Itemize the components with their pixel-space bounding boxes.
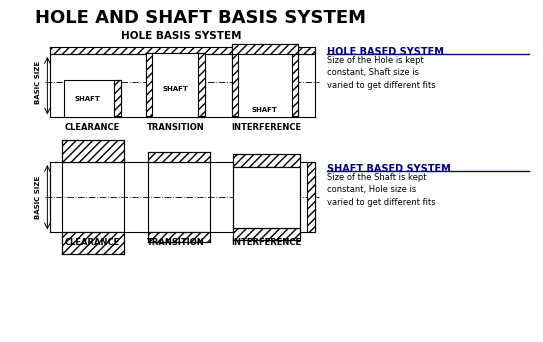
Bar — [231, 44, 298, 117]
Bar — [148, 233, 210, 242]
Bar — [307, 162, 314, 232]
Text: SHAFT: SHAFT — [74, 96, 100, 102]
Bar — [50, 162, 314, 233]
Text: TRANSITION: TRANSITION — [147, 238, 205, 248]
Text: SHAFT: SHAFT — [162, 86, 188, 92]
Bar — [233, 154, 300, 167]
Bar — [231, 44, 238, 116]
Text: Size of the Shaft is kept
constant, Hole size is
varied to get different fits: Size of the Shaft is kept constant, Hole… — [327, 173, 435, 207]
Bar — [64, 80, 121, 117]
Bar — [146, 53, 205, 117]
Text: SHAFT: SHAFT — [252, 106, 278, 113]
Text: INTERFERENCE: INTERFERENCE — [231, 238, 301, 248]
Bar — [62, 233, 124, 254]
Text: Size of the Hole is kept
constant, Shaft size is
varied to get different fits: Size of the Hole is kept constant, Shaft… — [327, 56, 435, 90]
Text: HOLE AND SHAFT BASIS SYSTEM: HOLE AND SHAFT BASIS SYSTEM — [35, 9, 365, 27]
Bar — [50, 47, 314, 54]
Text: CLEARANCE: CLEARANCE — [65, 238, 120, 248]
Bar — [114, 80, 121, 116]
Bar — [198, 53, 205, 116]
Text: TRANSITION: TRANSITION — [147, 123, 205, 132]
Text: HOLE BASIS SYSTEM: HOLE BASIS SYSTEM — [121, 31, 241, 41]
Bar — [233, 167, 300, 227]
Text: INTERFERENCE: INTERFERENCE — [231, 123, 301, 132]
Text: HOLE BASED SYSTEM: HOLE BASED SYSTEM — [327, 47, 444, 57]
Bar — [231, 44, 298, 54]
Bar — [233, 227, 300, 240]
Bar — [292, 44, 298, 116]
Bar — [62, 140, 124, 162]
Bar — [146, 53, 153, 116]
Bar — [148, 152, 210, 162]
Text: BASIC SIZE: BASIC SIZE — [35, 61, 41, 104]
Text: SHAFT BASED SYSTEM: SHAFT BASED SYSTEM — [327, 164, 451, 174]
Text: BASIC SIZE: BASIC SIZE — [35, 176, 41, 219]
Text: CLEARANCE: CLEARANCE — [65, 123, 120, 132]
